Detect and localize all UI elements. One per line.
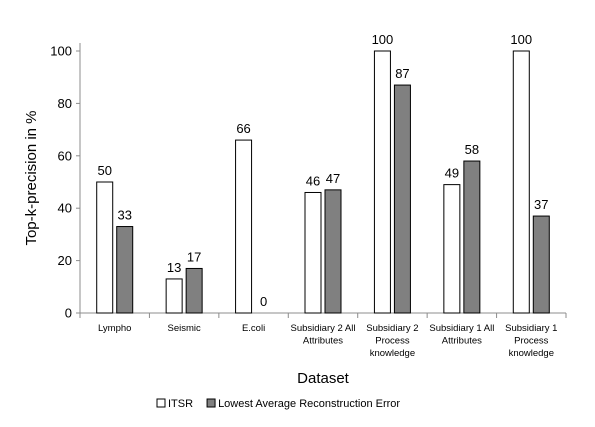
bar-value-label: 50 [97, 163, 111, 178]
bar-value-label: 46 [306, 173, 320, 188]
category-label: Subsidiary 1 All [429, 323, 494, 334]
bar-itsr [96, 181, 114, 314]
category-label: E.coli [242, 323, 265, 334]
legend: ITSR Lowest Average Reconstruction Error [156, 398, 400, 410]
bar-itsr [304, 191, 322, 314]
bar-value-label: 58 [465, 142, 479, 157]
bars-group [96, 50, 550, 314]
category-label: Process [375, 336, 410, 347]
category-label: Attributes [303, 336, 343, 347]
bar-lowest-reconstruction-error [463, 160, 481, 314]
bar-value-label: 100 [372, 32, 394, 47]
legend-label: ITSR [168, 398, 193, 410]
x-axis-title: Dataset [297, 370, 350, 387]
legend-swatch-itsr [156, 398, 166, 408]
bar-itsr [512, 50, 530, 314]
bar-value-label: 49 [445, 166, 459, 181]
bar-value-label: 0 [260, 294, 267, 309]
category-label: Subsidiary 1 [505, 323, 557, 334]
bar-lowest-reconstruction-error [532, 215, 550, 314]
category-label: knowledge [509, 348, 554, 359]
category-label: Seismic [168, 323, 202, 334]
bar-value-label: 17 [187, 249, 201, 264]
bar-value-label: 66 [236, 121, 250, 136]
bar-lowest-reconstruction-error [116, 226, 134, 314]
legend-swatch-lowest-reconstruction-error [206, 398, 216, 408]
bar-value-label: 33 [117, 208, 131, 223]
category-label: Subsidiary 2 [366, 323, 418, 334]
y-tick-label: 0 [65, 306, 72, 321]
bar-value-label: 37 [534, 197, 548, 212]
category-label: Attributes [442, 336, 482, 347]
data-labels-group: 50 33 13 17 66 0 46 47 100 87 49 58 100 37 [97, 32, 548, 309]
bar-itsr [443, 184, 461, 314]
y-tick-label: 100 [50, 44, 72, 59]
y-tick-label: 80 [58, 96, 72, 111]
bar-lowest-reconstruction-error [185, 267, 203, 314]
y-axis-title: Top-k-precision in % [23, 110, 40, 245]
legend-label: Lowest Average Reconstruction Error [218, 398, 400, 410]
bar-value-label: 87 [395, 66, 409, 81]
y-axis: 0 20 40 60 80 100 [50, 43, 81, 321]
bar-lowest-reconstruction-error [393, 84, 411, 314]
category-label: Lympho [98, 323, 131, 334]
bar-itsr [373, 50, 391, 314]
category-label: Subsidiary 2 All [291, 323, 356, 334]
bar-value-label: 47 [326, 171, 340, 186]
bar-value-label: 100 [510, 32, 532, 47]
category-label: Process [514, 336, 549, 347]
category-labels-group: Lympho Seismic E.coli Subsidiary 2 All Attri… [98, 323, 557, 359]
bar-itsr [235, 139, 253, 314]
bar-itsr [165, 278, 183, 314]
bar-lowest-reconstruction-error [324, 189, 342, 314]
x-axis [79, 312, 567, 318]
y-tick-label: 20 [58, 253, 72, 268]
bar-value-label: 13 [167, 260, 181, 275]
category-label: knowledge [370, 348, 415, 359]
y-tick-label: 60 [58, 148, 72, 163]
y-tick-label: 40 [58, 201, 72, 216]
